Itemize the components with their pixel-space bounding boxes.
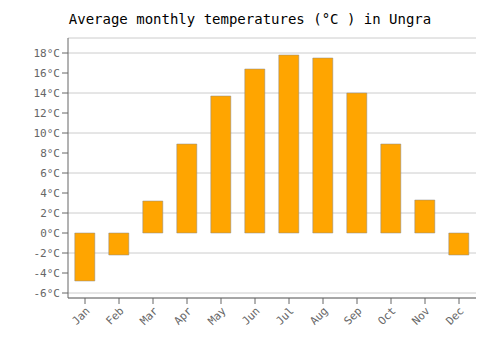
svg-text:16°C: 16°C [34,67,61,80]
svg-text:-6°C: -6°C [34,287,61,300]
svg-text:Jun: Jun [239,304,262,327]
svg-text:Oct: Oct [375,304,398,327]
svg-text:Apr: Apr [171,304,195,328]
svg-text:10°C: 10°C [34,127,61,140]
svg-text:-4°C: -4°C [34,267,61,280]
svg-text:Feb: Feb [103,304,126,327]
svg-text:6°C: 6°C [40,167,60,180]
html-text:Average monthly temperatures (: Average monthly temperatures (°C ) in Un… [68,11,432,27]
svg-text:8°C: 8°C [40,147,60,160]
svg-text:Nov: Nov [409,304,433,328]
svg-text:2°C: 2°C [40,207,60,220]
svg-text:Jan: Jan [69,304,92,327]
svg-text:12°C: 12°C [34,107,61,120]
svg-text:Sep: Sep [341,304,364,327]
svg-text:4°C: 4°C [40,187,60,200]
svg-text:May: May [205,304,229,328]
svg-text:14°C: 14°C [34,87,61,100]
svg-text:Jul: Jul [273,304,296,327]
svg-text:Mar: Mar [137,304,161,328]
svg-text:18°C: 18°C [34,47,61,60]
svg-text:0°C: 0°C [40,227,60,240]
svg-text:-2°C: -2°C [34,247,61,260]
svg-text:Dec: Dec [443,304,466,327]
svg-text:Aug: Aug [307,304,330,327]
